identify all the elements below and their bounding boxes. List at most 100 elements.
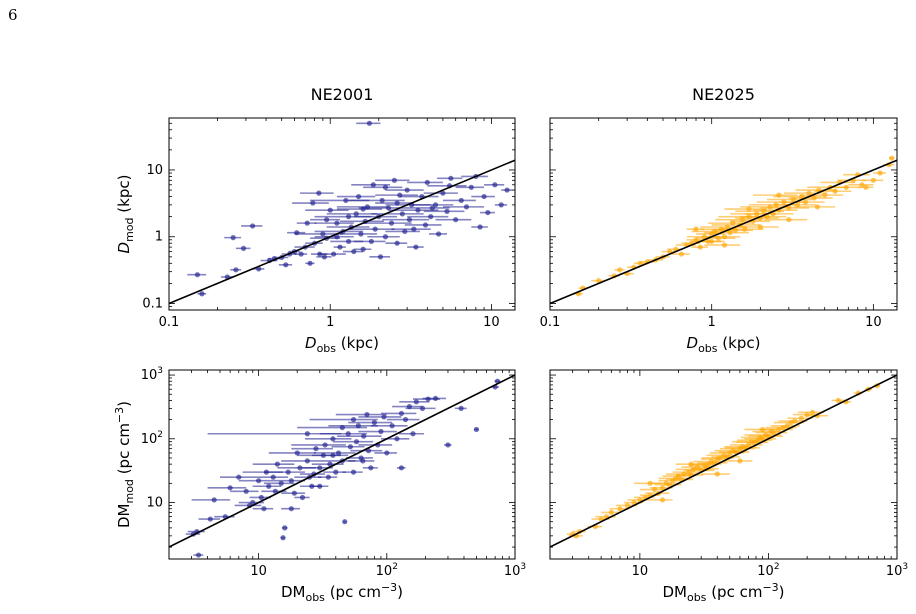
data-point: [333, 469, 339, 475]
x-tick-label: 10: [483, 315, 500, 330]
panel-title: NE2025: [692, 85, 755, 104]
data-point: [288, 478, 294, 484]
data-point: [327, 207, 333, 213]
one-to-one-line: [169, 374, 515, 548]
data-point: [353, 439, 360, 445]
data-point: [288, 506, 294, 512]
data-point: [330, 452, 336, 458]
data-point: [350, 416, 357, 423]
data-point: [320, 231, 326, 237]
data-point: [233, 267, 239, 273]
data-point: [322, 442, 328, 448]
x-tick-label: 1: [708, 315, 716, 330]
data-point: [406, 217, 413, 223]
data-point: [714, 471, 720, 477]
data-point: [337, 244, 343, 250]
data-point: [236, 474, 242, 480]
x-tick-label: 102: [757, 562, 779, 579]
data-point: [377, 254, 384, 260]
data-point: [424, 179, 430, 186]
data-point: [445, 442, 451, 448]
data-point: [211, 497, 217, 503]
data-point: [631, 499, 637, 506]
data-point: [745, 442, 752, 448]
data-point: [492, 182, 498, 188]
data-point: [368, 238, 374, 245]
data-point: [404, 187, 410, 193]
data-point: [304, 458, 310, 464]
data-point: [721, 242, 728, 248]
y-tick-label: 103: [141, 366, 163, 383]
data-point: [382, 184, 389, 190]
data-point: [413, 244, 419, 250]
data-point: [382, 234, 389, 240]
data-point: [659, 497, 666, 503]
data-point: [399, 211, 405, 217]
data-point: [693, 226, 699, 232]
data-point: [291, 490, 297, 496]
data-point: [298, 251, 304, 257]
axes-frame: [549, 117, 898, 311]
data-point: [809, 409, 816, 415]
data-point: [356, 193, 362, 200]
data-point: [342, 519, 348, 525]
x-tick-label: 103: [504, 562, 526, 579]
data-point: [194, 272, 200, 278]
panel-d-ne2025: 0.1 1 10 NE2025 Dobs (kpc): [540, 85, 898, 355]
data-point: [335, 450, 342, 456]
panel-title: NE2001: [311, 85, 374, 104]
x-tick-label: 1: [326, 315, 334, 330]
data-point: [786, 217, 792, 223]
data-point: [415, 207, 421, 213]
data-point: [678, 251, 685, 257]
data-point: [258, 494, 264, 501]
data-point: [504, 187, 510, 193]
data-points: [573, 155, 895, 297]
page-number: 6: [8, 6, 18, 24]
data-points: [566, 383, 881, 539]
data-point: [709, 238, 715, 245]
y-tick-label: 0.1: [142, 297, 163, 312]
data-point: [435, 231, 442, 237]
data-point: [385, 205, 392, 211]
data-point: [608, 509, 614, 515]
data-point: [316, 190, 322, 196]
data-point: [411, 226, 417, 232]
x-tick-label: 0.1: [159, 315, 180, 330]
data-point: [317, 483, 323, 489]
data-point: [428, 214, 434, 220]
data-point: [757, 224, 763, 230]
data-point: [394, 200, 400, 206]
data-point: [458, 405, 464, 411]
y-axis-label: Dmod (kpc): [115, 175, 136, 254]
data-point: [388, 220, 395, 226]
data-point: [398, 410, 405, 417]
data-point: [304, 220, 310, 226]
data-point: [243, 488, 249, 494]
data-point: [647, 480, 653, 486]
data-point: [389, 423, 395, 429]
x-axis-label: DMobs (pc cm−3): [662, 581, 784, 604]
data-point: [339, 424, 345, 431]
data-point: [304, 431, 310, 437]
data-point: [759, 426, 766, 433]
data-point: [422, 222, 429, 228]
axes-frame: [549, 369, 898, 560]
data-point: [270, 474, 276, 480]
data-point: [371, 419, 377, 426]
data-point: [485, 209, 491, 216]
data-point: [240, 245, 247, 251]
data-point: [331, 251, 337, 257]
data-point: [659, 485, 666, 491]
data-point: [199, 291, 205, 297]
data-point: [697, 244, 703, 250]
data-point: [366, 120, 373, 126]
data-point: [195, 552, 202, 558]
one-to-one-line: [169, 159, 515, 305]
data-point: [746, 206, 752, 212]
data-point: [889, 155, 895, 161]
data-point: [771, 430, 777, 436]
data-point: [792, 418, 798, 424]
data-point: [345, 431, 351, 437]
data-point: [776, 192, 782, 198]
